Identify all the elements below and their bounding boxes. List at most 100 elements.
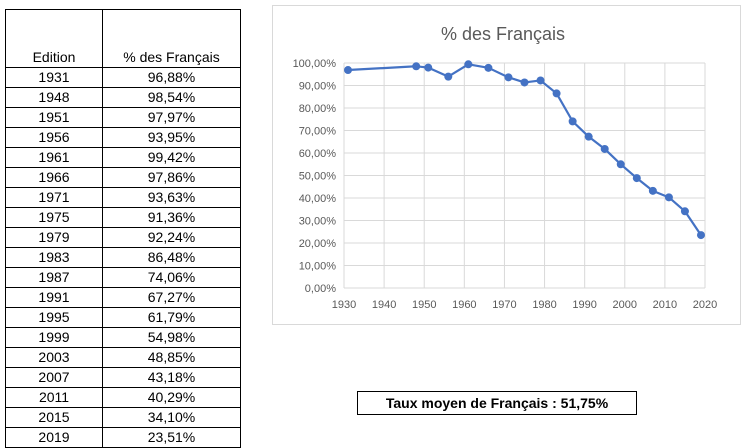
data-point bbox=[584, 132, 593, 141]
y-tick-label: 100,00% bbox=[293, 58, 337, 70]
percent-cell: 74,06% bbox=[102, 267, 241, 288]
table-row: 1979 92,24% bbox=[5, 227, 241, 248]
data-point bbox=[664, 193, 673, 202]
percent-cell: 97,86% bbox=[102, 167, 241, 188]
data-point bbox=[444, 72, 453, 81]
edition-cell: 1995 bbox=[5, 307, 103, 328]
table-row: 2015 34,10% bbox=[5, 407, 241, 428]
y-tick-label: 30,00% bbox=[299, 216, 337, 228]
x-tick-label: 1990 bbox=[572, 299, 596, 311]
y-tick-label: 80,00% bbox=[299, 103, 337, 115]
table-row: 1966 97,86% bbox=[5, 167, 241, 188]
table-row: 1975 91,36% bbox=[5, 207, 241, 228]
edition-cell: 1961 bbox=[5, 147, 103, 168]
x-tick-label: 2010 bbox=[653, 299, 677, 311]
x-tick-label: 1980 bbox=[532, 299, 556, 311]
data-point bbox=[568, 117, 577, 126]
data-point bbox=[344, 66, 353, 75]
data-point bbox=[648, 186, 657, 195]
table-row: 1961 99,42% bbox=[5, 147, 241, 168]
edition-cell: 1983 bbox=[5, 247, 103, 268]
percent-cell: 99,42% bbox=[102, 147, 241, 168]
y-tick-label: 40,00% bbox=[299, 193, 337, 205]
header-percent: % des Français bbox=[102, 48, 241, 68]
edition-cell: 1948 bbox=[5, 87, 103, 108]
edition-cell: 1975 bbox=[5, 207, 103, 228]
data-point bbox=[632, 174, 641, 183]
line-chart: % des Français 0,00% 10,00% 20,00% 30,00% 40… bbox=[293, 24, 718, 311]
table-row: 1951 97,97% bbox=[5, 107, 241, 128]
table-body: Edition% des Français 1931 96,88% 1948 98,54… bbox=[5, 9, 241, 448]
percent-cell: 97,97% bbox=[102, 107, 241, 128]
edition-cell: 2003 bbox=[5, 347, 103, 368]
edition-cell: 1979 bbox=[5, 227, 103, 248]
data-point bbox=[504, 73, 513, 82]
edition-cell: 1931 bbox=[5, 67, 103, 88]
table-row: 1948 98,54% bbox=[5, 87, 241, 108]
data-point bbox=[680, 207, 689, 216]
percent-cell: 93,63% bbox=[102, 187, 241, 208]
table-row: 1987 74,06% bbox=[5, 267, 241, 288]
percent-cell: 61,79% bbox=[102, 307, 241, 328]
table-row: 1999 54,98% bbox=[5, 327, 241, 348]
data-point bbox=[616, 160, 625, 169]
data-table: Edition% des Français 1931 96,88% 1948 98,54… bbox=[5, 9, 241, 448]
y-tick-label: 50,00% bbox=[299, 171, 337, 183]
table-header-row: Edition% des Français bbox=[5, 48, 241, 68]
percent-cell: 67,27% bbox=[102, 287, 241, 308]
table-row: 2007 43,18% bbox=[5, 367, 241, 388]
edition-cell: 1991 bbox=[5, 287, 103, 308]
x-tick-label: 1940 bbox=[372, 299, 396, 311]
y-tick-label: 70,00% bbox=[299, 126, 337, 138]
table-row: 2019 23,51% bbox=[5, 427, 241, 448]
percent-cell: 96,88% bbox=[102, 67, 241, 88]
table-row: 1983 86,48% bbox=[5, 247, 241, 268]
percent-cell: 93,95% bbox=[102, 127, 241, 148]
edition-cell: 1999 bbox=[5, 327, 103, 348]
edition-cell: 1951 bbox=[5, 107, 103, 128]
chart-area: % des Français 0,00% 10,00% 20,00% 30,00% 40… bbox=[272, 5, 741, 325]
table-row: 1971 93,63% bbox=[5, 187, 241, 208]
series-line bbox=[347, 63, 702, 236]
data-point bbox=[696, 231, 705, 240]
x-axis-ticks: 1930 1940 1950 1960 1970 1980 1990 2000 2010 2020 bbox=[332, 299, 717, 311]
empty-cell bbox=[5, 29, 103, 48]
empty-cell bbox=[102, 9, 241, 29]
y-tick-label: 20,00% bbox=[299, 238, 337, 250]
percent-cell: 98,54% bbox=[102, 87, 241, 108]
data-point bbox=[464, 60, 473, 69]
table-row: 2003 48,85% bbox=[5, 347, 241, 368]
edition-cell: 2011 bbox=[5, 387, 103, 408]
edition-cell: 1987 bbox=[5, 267, 103, 288]
table-row: 2011 40,29% bbox=[5, 387, 241, 408]
table-row: 1931 96,88% bbox=[5, 67, 241, 88]
percent-cell: 54,98% bbox=[102, 327, 241, 348]
percent-cell: 23,51% bbox=[102, 427, 241, 448]
percent-cell: 86,48% bbox=[102, 247, 241, 268]
x-tick-label: 1970 bbox=[492, 299, 516, 311]
data-point bbox=[536, 76, 545, 85]
edition-cell: 1966 bbox=[5, 167, 103, 188]
x-tick-label: 1950 bbox=[412, 299, 436, 311]
x-tick-label: 1930 bbox=[332, 299, 356, 311]
blank-row bbox=[5, 29, 241, 48]
y-axis-ticks: 0,00% 10,00% 20,00% 30,00% 40,00% 50,00% 60,00… bbox=[293, 58, 337, 295]
y-tick-label: 0,00% bbox=[305, 283, 336, 295]
percent-cell: 43,18% bbox=[102, 367, 241, 388]
data-point bbox=[520, 78, 529, 87]
empty-cell bbox=[102, 29, 241, 48]
percent-cell: 34,10% bbox=[102, 407, 241, 428]
x-tick-label: 2000 bbox=[613, 299, 637, 311]
empty-cell bbox=[5, 9, 103, 29]
x-tick-label: 2020 bbox=[693, 299, 717, 311]
edition-cell: 1956 bbox=[5, 127, 103, 148]
data-point bbox=[600, 144, 609, 153]
table-row: 1995 61,79% bbox=[5, 307, 241, 328]
gridlines bbox=[343, 62, 706, 289]
y-tick-label: 90,00% bbox=[299, 81, 337, 93]
percent-cell: 92,24% bbox=[102, 227, 241, 248]
chart-title: % des Français bbox=[441, 24, 565, 44]
y-tick-label: 60,00% bbox=[299, 148, 337, 160]
data-point bbox=[424, 63, 433, 72]
percent-cell: 48,85% bbox=[102, 347, 241, 368]
